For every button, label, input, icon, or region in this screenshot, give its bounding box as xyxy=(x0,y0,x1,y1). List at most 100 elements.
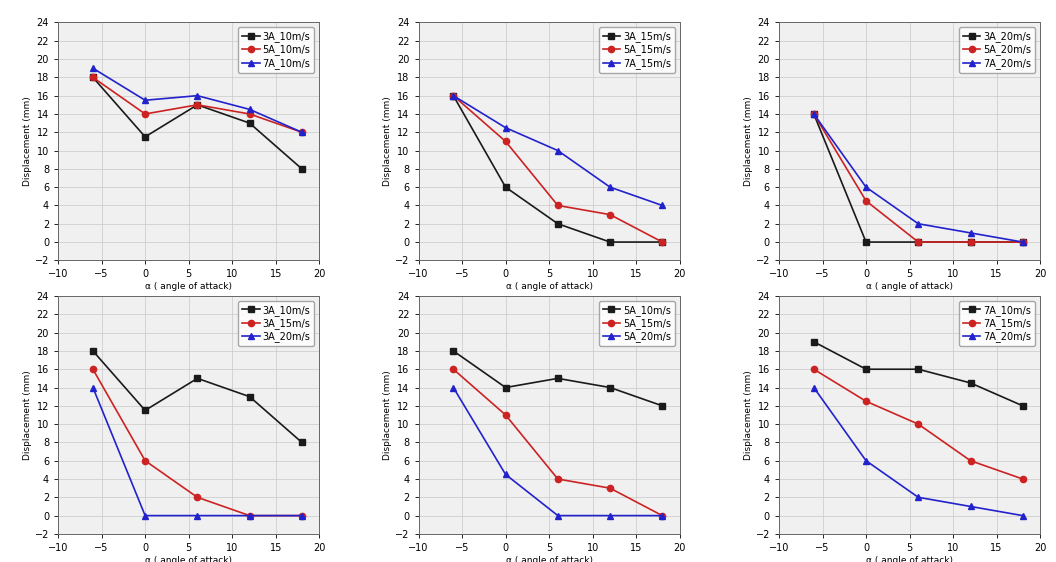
3A_15m/s xyxy=(499,184,512,191)
X-axis label: α ( angle of attack): α ( angle of attack) xyxy=(866,556,954,562)
7A_20m/s xyxy=(808,111,821,117)
Line: 3A_20m/s: 3A_20m/s xyxy=(811,111,1025,245)
Legend: 7A_10m/s, 7A_15m/s, 7A_20m/s: 7A_10m/s, 7A_15m/s, 7A_20m/s xyxy=(959,301,1035,346)
7A_20m/s xyxy=(912,220,925,227)
5A_20m/s xyxy=(656,512,668,519)
5A_20m/s xyxy=(1017,239,1030,246)
5A_15m/s xyxy=(499,138,512,145)
Text: 20m/s  (3,5,7A): 20m/s (3,5,7A) xyxy=(845,312,974,330)
Legend: 3A_15m/s, 5A_15m/s, 7A_15m/s: 3A_15m/s, 5A_15m/s, 7A_15m/s xyxy=(599,28,675,72)
5A_15m/s xyxy=(447,366,459,373)
7A_10m/s xyxy=(964,379,977,386)
7A_20m/s xyxy=(1017,512,1030,519)
Text: 10m/s  (3,5,7A): 10m/s (3,5,7A) xyxy=(125,312,253,330)
Y-axis label: Displacement (mm): Displacement (mm) xyxy=(383,370,393,460)
Y-axis label: Displacement (mm): Displacement (mm) xyxy=(743,97,753,186)
7A_15m/s xyxy=(551,147,564,154)
X-axis label: α ( angle of attack): α ( angle of attack) xyxy=(145,282,232,291)
Legend: 3A_10m/s, 5A_10m/s, 7A_10m/s: 3A_10m/s, 5A_10m/s, 7A_10m/s xyxy=(239,28,315,72)
5A_15m/s xyxy=(499,411,512,418)
Y-axis label: Displacement (mm): Displacement (mm) xyxy=(23,97,32,186)
3A_10m/s xyxy=(191,375,204,382)
Line: 7A_20m/s: 7A_20m/s xyxy=(811,384,1025,519)
3A_10m/s xyxy=(243,120,256,126)
3A_15m/s xyxy=(243,512,256,519)
Legend: 3A_10m/s, 3A_15m/s, 3A_20m/s: 3A_10m/s, 3A_15m/s, 3A_20m/s xyxy=(239,301,315,346)
3A_20m/s xyxy=(296,512,308,519)
3A_20m/s xyxy=(912,239,925,246)
3A_15m/s xyxy=(656,239,668,246)
Y-axis label: Displacement (mm): Displacement (mm) xyxy=(23,370,32,460)
3A_15m/s xyxy=(191,494,204,501)
7A_20m/s xyxy=(912,494,925,501)
Line: 5A_15m/s: 5A_15m/s xyxy=(450,366,665,519)
X-axis label: α ( angle of attack): α ( angle of attack) xyxy=(145,556,232,562)
X-axis label: α ( angle of attack): α ( angle of attack) xyxy=(506,556,592,562)
Legend: 5A_10m/s, 5A_15m/s, 5A_20m/s: 5A_10m/s, 5A_15m/s, 5A_20m/s xyxy=(599,301,675,346)
7A_15m/s xyxy=(912,421,925,428)
7A_10m/s xyxy=(860,366,872,373)
3A_15m/s xyxy=(447,92,459,99)
Text: 15m/s  (3,5,7A): 15m/s (3,5,7A) xyxy=(485,312,614,330)
7A_20m/s xyxy=(964,503,977,510)
3A_15m/s xyxy=(296,512,308,519)
Line: 3A_15m/s: 3A_15m/s xyxy=(90,366,305,519)
7A_15m/s xyxy=(1017,475,1030,482)
7A_15m/s xyxy=(860,398,872,405)
Line: 7A_15m/s: 7A_15m/s xyxy=(450,93,665,209)
3A_15m/s xyxy=(87,366,99,373)
3A_20m/s xyxy=(964,239,977,246)
7A_15m/s xyxy=(964,457,977,464)
3A_20m/s xyxy=(191,512,204,519)
5A_15m/s xyxy=(551,202,564,209)
7A_15m/s xyxy=(808,366,821,373)
7A_20m/s xyxy=(860,457,872,464)
3A_20m/s xyxy=(808,111,821,117)
3A_10m/s xyxy=(296,439,308,446)
5A_10m/s xyxy=(138,111,151,117)
7A_10m/s xyxy=(296,129,308,135)
5A_20m/s xyxy=(912,239,925,246)
7A_10m/s xyxy=(138,97,151,103)
5A_20m/s xyxy=(964,239,977,246)
Y-axis label: Displacement (mm): Displacement (mm) xyxy=(743,370,753,460)
3A_20m/s xyxy=(243,512,256,519)
3A_10m/s xyxy=(191,102,204,108)
Line: 7A_20m/s: 7A_20m/s xyxy=(811,111,1025,245)
5A_15m/s xyxy=(551,475,564,482)
7A_10m/s xyxy=(191,92,204,99)
5A_20m/s xyxy=(551,512,564,519)
Line: 3A_20m/s: 3A_20m/s xyxy=(90,384,305,519)
5A_10m/s xyxy=(447,347,459,354)
7A_20m/s xyxy=(860,184,872,191)
3A_10m/s xyxy=(87,347,99,354)
5A_15m/s xyxy=(604,485,617,492)
5A_15m/s xyxy=(656,512,668,519)
7A_10m/s xyxy=(912,366,925,373)
7A_10m/s xyxy=(1017,402,1030,409)
3A_15m/s xyxy=(551,220,564,227)
5A_15m/s xyxy=(447,92,459,99)
5A_20m/s xyxy=(604,512,617,519)
5A_10m/s xyxy=(499,384,512,391)
3A_20m/s xyxy=(138,512,151,519)
5A_20m/s xyxy=(447,384,459,391)
5A_10m/s xyxy=(551,375,564,382)
3A_20m/s xyxy=(1017,239,1030,246)
Line: 3A_15m/s: 3A_15m/s xyxy=(450,93,665,245)
Line: 7A_10m/s: 7A_10m/s xyxy=(90,65,305,135)
7A_20m/s xyxy=(1017,239,1030,246)
7A_20m/s xyxy=(808,384,821,391)
5A_20m/s xyxy=(808,111,821,117)
5A_10m/s xyxy=(604,384,617,391)
5A_15m/s xyxy=(656,239,668,246)
3A_10m/s xyxy=(138,133,151,140)
Line: 7A_10m/s: 7A_10m/s xyxy=(811,339,1025,409)
Line: 5A_10m/s: 5A_10m/s xyxy=(450,348,665,409)
3A_10m/s xyxy=(296,165,308,172)
7A_10m/s xyxy=(243,106,256,113)
Legend: 3A_20m/s, 5A_20m/s, 7A_20m/s: 3A_20m/s, 5A_20m/s, 7A_20m/s xyxy=(959,28,1035,72)
Line: 7A_15m/s: 7A_15m/s xyxy=(811,366,1025,482)
3A_20m/s xyxy=(87,384,99,391)
5A_10m/s xyxy=(87,74,99,81)
